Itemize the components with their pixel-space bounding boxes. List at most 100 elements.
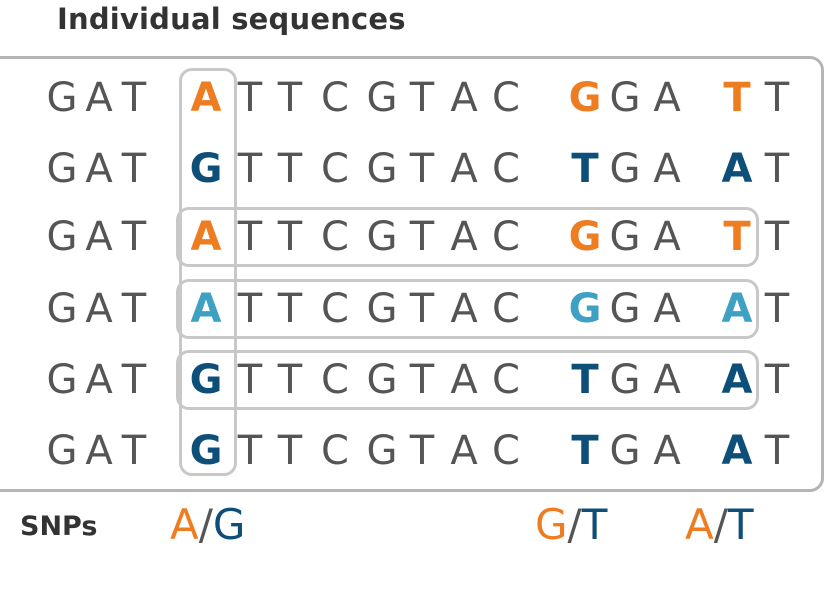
nucleotide-base: T [121,214,147,260]
nucleotide-base: G [46,428,78,474]
nucleotide-base: G [46,146,78,192]
nucleotide-base: C [321,428,349,474]
nucleotide-base: G [46,286,78,332]
nucleotide-base: G [366,146,398,192]
snp-base: T [571,146,599,192]
nucleotide-base: A [450,75,478,121]
snps-label: SNPs [20,511,98,542]
snp-base: A [721,428,753,474]
nucleotide-base: T [409,146,435,192]
snp-base: T [723,214,751,260]
snp-allele-1-first: A [170,500,199,549]
nucleotide-base: A [85,357,113,403]
nucleotide-base: A [85,75,113,121]
nucleotide-base: T [237,146,263,192]
nucleotide-base: T [409,286,435,332]
nucleotide-base: A [450,214,478,260]
nucleotide-base: T [764,357,790,403]
nucleotide-base: G [609,214,641,260]
snp-allele-3-second: T [727,500,754,549]
snp-allele-2-second: T [581,500,608,549]
nucleotide-base: G [366,214,398,260]
snp-allele-3: A/T [685,499,754,551]
nucleotide-base: C [321,214,349,260]
nucleotide-base: T [409,357,435,403]
nucleotide-base: T [277,357,303,403]
nucleotide-base: T [121,428,147,474]
snp-allele-3-separator: / [713,500,728,549]
nucleotide-base: G [366,286,398,332]
nucleotide-base: G [609,428,641,474]
snp-base: A [721,357,753,403]
nucleotide-base: A [653,428,681,474]
snp-base: G [189,146,223,192]
snp-allele-1-second: G [212,500,246,549]
nucleotide-base: G [609,146,641,192]
snp-base: G [189,357,223,403]
snp-base: A [721,286,753,332]
haplotype-highlight-row-3 [176,207,759,267]
nucleotide-base: T [277,286,303,332]
snp-base: A [721,146,753,192]
snp-base: A [190,214,222,260]
snp-base: G [568,286,602,332]
nucleotide-base: G [46,75,78,121]
nucleotide-base: C [492,75,520,121]
nucleotide-base: C [321,75,349,121]
nucleotide-base: T [409,214,435,260]
sequences-frame [0,56,824,492]
nucleotide-base: A [653,214,681,260]
nucleotide-base: A [653,357,681,403]
nucleotide-base: T [277,428,303,474]
nucleotide-base: G [609,286,641,332]
snp-allele-1: A/G [170,499,245,551]
nucleotide-base: G [366,75,398,121]
nucleotide-base: C [321,357,349,403]
nucleotide-base: G [366,357,398,403]
nucleotide-base: T [764,214,790,260]
snp-base: T [571,357,599,403]
nucleotide-base: T [764,146,790,192]
nucleotide-base: T [409,75,435,121]
nucleotide-base: G [609,357,641,403]
nucleotide-base: T [764,428,790,474]
nucleotide-base: T [409,428,435,474]
snp-allele-2-first: G [535,500,568,549]
nucleotide-base: G [366,428,398,474]
nucleotide-base: C [492,357,520,403]
nucleotide-base: T [121,75,147,121]
nucleotide-base: A [653,146,681,192]
nucleotide-base: T [237,75,263,121]
haplotype-highlight-row-5 [176,350,759,410]
nucleotide-base: C [492,146,520,192]
nucleotide-base: A [653,75,681,121]
nucleotide-base: T [121,146,147,192]
snp-column-highlight [179,68,237,476]
nucleotide-base: A [450,357,478,403]
snp-allele-1-separator: / [198,500,213,549]
nucleotide-base: A [653,286,681,332]
nucleotide-base: T [277,214,303,260]
snp-base: T [723,75,751,121]
snp-allele-3-first: A [685,500,714,549]
nucleotide-base: G [609,75,641,121]
nucleotide-base: T [237,214,263,260]
nucleotide-base: A [450,428,478,474]
nucleotide-base: T [277,75,303,121]
snp-allele-2-separator: / [567,500,582,549]
diagram-title: Individual sequences [57,2,406,36]
haplotype-highlight-row-4 [176,279,759,339]
snp-base: G [568,214,602,260]
nucleotide-base: T [764,286,790,332]
nucleotide-base: T [277,146,303,192]
nucleotide-base: A [85,214,113,260]
snp-allele-2: G/T [535,499,607,551]
nucleotide-base: G [46,357,78,403]
nucleotide-base: T [121,286,147,332]
snp-base: A [190,286,222,332]
